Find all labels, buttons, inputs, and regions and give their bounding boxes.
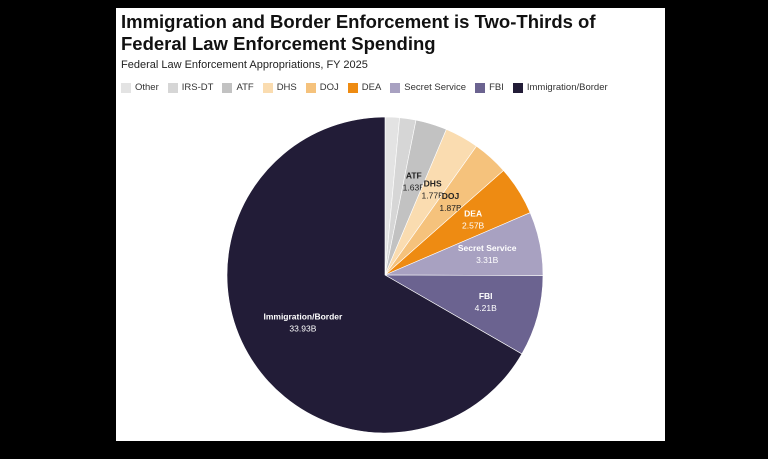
legend-label: Secret Service (404, 82, 467, 93)
legend-item: DHS (262, 82, 297, 93)
legend: Other IRS-DT ATF DHS DOJ DEA Secret Service FBI… (121, 82, 608, 93)
legend-label: DHS (276, 82, 297, 93)
legend-swatch (121, 82, 131, 93)
chart-card: Immigration and Border Enforcement is Tw… (116, 8, 665, 441)
data-label-name: DEA (464, 208, 482, 218)
chart-subtitle: Federal Law Enforcement Appropriations, … (121, 59, 368, 71)
legend-item: IRS-DT (167, 82, 214, 93)
chart-title: Immigration and Border Enforcement is Tw… (121, 11, 596, 54)
data-label-value-label: 33.93B (289, 323, 316, 333)
legend-label: IRS-DT (181, 82, 214, 93)
legend-swatch (512, 82, 523, 93)
legend-swatch (390, 82, 401, 93)
legend-item: Other (121, 82, 159, 93)
legend-label: DEA (361, 82, 382, 93)
legend-label: Other (135, 82, 159, 93)
legend-label: ATF (236, 82, 254, 93)
data-label-name: FBI (479, 291, 493, 301)
legend-item: DOJ (305, 82, 339, 93)
legend-label: Immigration/Border (526, 82, 608, 93)
legend-swatch (347, 82, 358, 93)
data-label-name: Immigration/Border (263, 311, 343, 321)
data-label-value-label: 4.21B (475, 303, 498, 313)
legend-label: DOJ (319, 82, 339, 93)
data-label-value-label: 1.63B (403, 182, 426, 192)
legend-item: Secret Service (390, 82, 466, 93)
pie-slice-immigration-border (226, 116, 523, 434)
legend-item: DEA (347, 82, 382, 93)
data-label-name: Secret Service (458, 243, 517, 253)
data-label-value-label: 1.87B (439, 203, 462, 213)
data-label-value-label: 3.31B (476, 255, 499, 265)
data-label-value-label: 1.77B (422, 190, 445, 200)
legend-item: FBI (475, 82, 504, 93)
legend-swatch (305, 82, 316, 93)
data-label-value-label: 2.57B (462, 220, 485, 230)
data-label-name: DOJ (442, 191, 460, 201)
legend-item: Immigration/Border (512, 82, 608, 93)
data-label-name: ATF (406, 170, 422, 180)
legend-swatch (222, 82, 233, 93)
legend-swatch (167, 82, 178, 93)
data-label-name: DHS (424, 178, 442, 188)
legend-swatch (475, 82, 486, 93)
legend-swatch (262, 82, 273, 93)
legend-item: ATF (222, 82, 254, 93)
legend-label: FBI (489, 82, 504, 93)
